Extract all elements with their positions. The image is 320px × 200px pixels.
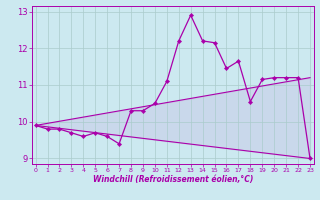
X-axis label: Windchill (Refroidissement éolien,°C): Windchill (Refroidissement éolien,°C) [92,175,253,184]
